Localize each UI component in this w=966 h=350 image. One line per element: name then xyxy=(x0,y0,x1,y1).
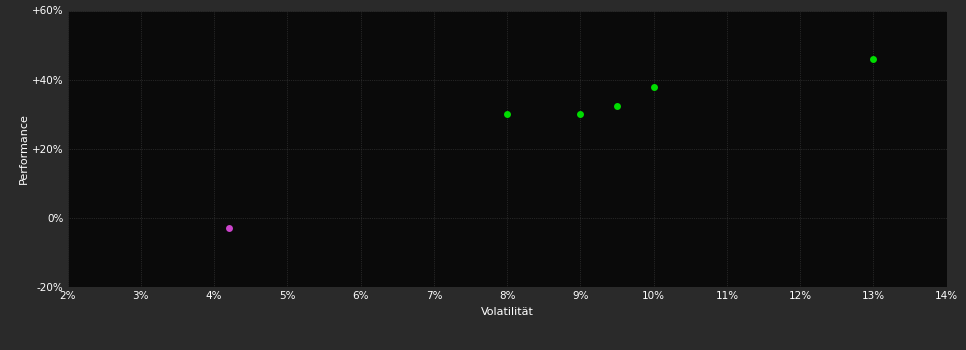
Point xyxy=(221,225,237,231)
Y-axis label: Performance: Performance xyxy=(19,113,29,184)
Point xyxy=(499,111,515,117)
Point xyxy=(610,103,625,108)
Point xyxy=(573,111,588,117)
X-axis label: Volatilität: Volatilität xyxy=(481,307,533,317)
Point xyxy=(646,84,662,89)
Point xyxy=(866,56,881,62)
